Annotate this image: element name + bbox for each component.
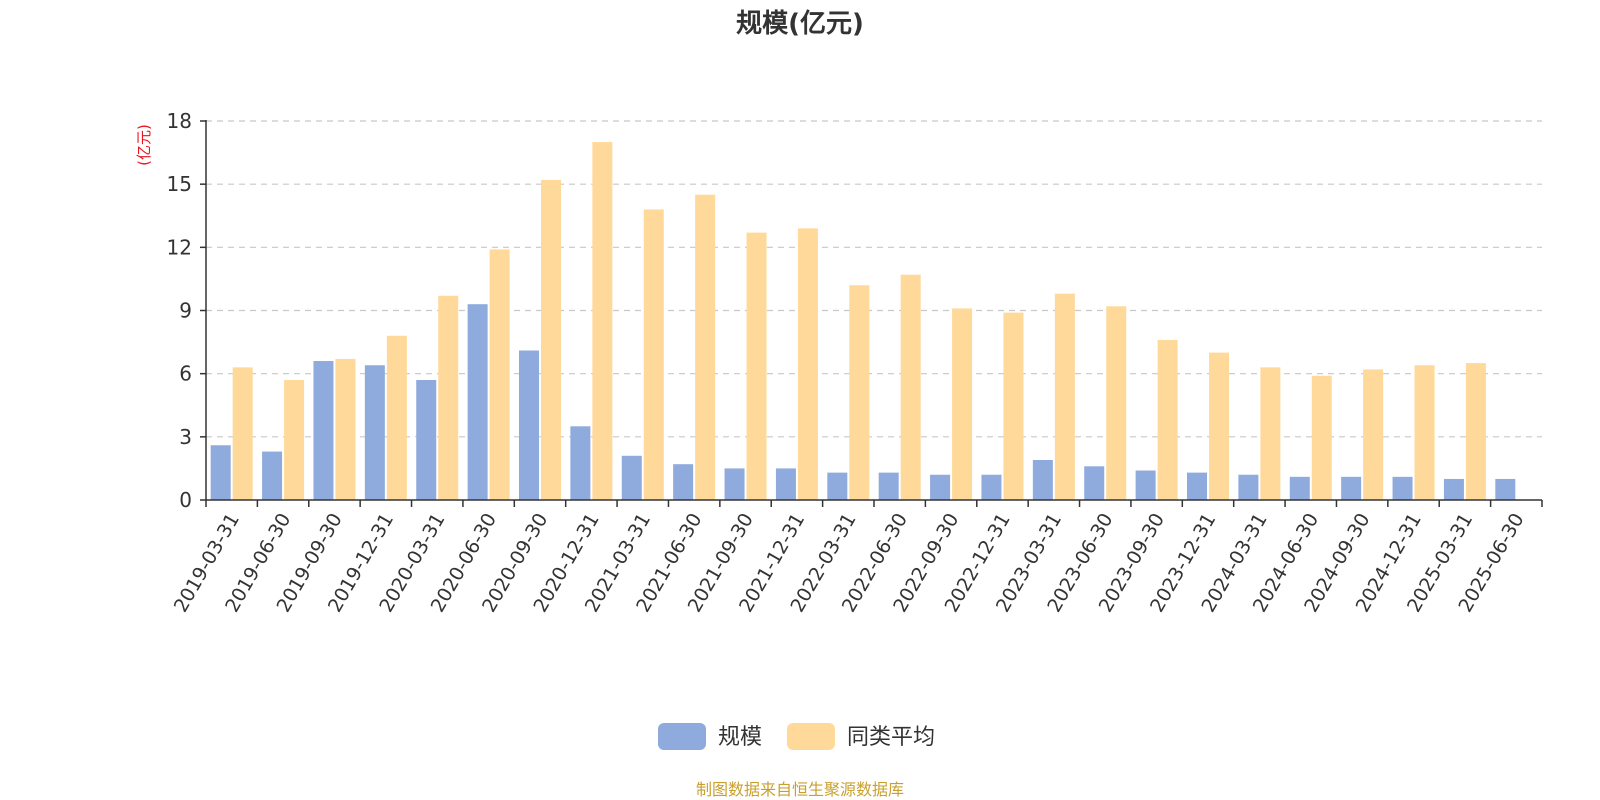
bar-scale-2020-09-30 [519, 350, 539, 500]
bar-scale-2024-03-31 [1238, 474, 1259, 500]
y-tick-label-12: 12 [167, 235, 192, 259]
bar-peer-average-2024-12-31 [1414, 365, 1435, 500]
bar-peer-average-2021-09-30 [746, 232, 767, 500]
bar-peer-average-2023-12-31 [1209, 352, 1229, 500]
y-tick-label-0: 0 [179, 488, 192, 512]
bar-scale-2022-03-31 [827, 472, 848, 500]
bar-scale-2025-06-30 [1495, 478, 1516, 500]
bar-scale-2023-12-31 [1187, 472, 1207, 500]
chart-title: 规模(亿元) [736, 9, 864, 39]
bar-peer-average-2024-09-30 [1363, 369, 1384, 500]
bar-scale-2024-12-31 [1392, 476, 1413, 500]
bar-scale-2021-09-30 [724, 468, 745, 500]
bar-scale-2019-06-30 [262, 451, 283, 500]
y-tick-labels: 0 3 6 9 12 15 18 [167, 109, 192, 512]
legend-swatch-scale [658, 723, 706, 750]
bar-peer-average-2020-03-31 [438, 295, 459, 500]
axes [200, 120, 1543, 507]
bar-scale-2023-03-31 [1032, 459, 1053, 500]
bar-peer-average-2019-12-31 [386, 335, 407, 500]
legend-swatch-peer-average [787, 723, 835, 750]
legend-label-scale: 规模 [718, 725, 762, 750]
bar-peer-average-2023-09-30 [1157, 339, 1178, 500]
bar-peer-average-2020-06-30 [489, 249, 510, 500]
bars [210, 142, 1516, 501]
y-tick-label-15: 15 [167, 172, 192, 196]
bar-peer-average-2023-03-31 [1054, 293, 1075, 500]
bar-peer-average-2021-12-31 [797, 228, 818, 500]
y-tick-label-9: 9 [179, 299, 192, 323]
bar-scale-2021-06-30 [673, 464, 694, 500]
y-tick-label-6: 6 [179, 362, 192, 386]
bar-peer-average-2021-03-31 [643, 209, 664, 500]
legend-label-peer-average: 同类平均 [847, 725, 935, 750]
bar-peer-average-2024-06-30 [1311, 375, 1332, 500]
bar-peer-average-2020-12-31 [592, 142, 613, 501]
bar-scale-2022-12-31 [981, 474, 1002, 500]
bar-scale-2022-09-30 [930, 474, 951, 500]
bar-peer-average-2019-09-30 [335, 358, 356, 500]
bar-scale-2019-09-30 [313, 361, 334, 500]
bar-scale-2021-12-31 [775, 468, 796, 500]
bar-peer-average-2022-12-31 [1003, 312, 1024, 500]
source-note: 制图数据来自恒生聚源数据库 [696, 780, 904, 799]
bar-peer-average-2019-03-31 [232, 367, 253, 500]
y-tick-label-18: 18 [167, 109, 192, 133]
bar-scale-2021-03-31 [621, 455, 642, 500]
bar-scale-2023-09-30 [1135, 470, 1156, 500]
bar-scale-2020-06-30 [467, 304, 488, 500]
x-tick-labels: 2019-03-312019-06-302019-09-302019-12-31… [170, 509, 1529, 616]
bar-peer-average-2024-03-31 [1260, 367, 1281, 500]
bar-scale-2025-03-31 [1443, 478, 1464, 500]
bar-peer-average-2019-06-30 [284, 379, 305, 500]
bar-scale-2024-09-30 [1341, 476, 1362, 500]
y-tick-label-3: 3 [179, 425, 192, 449]
bar-scale-2019-12-31 [364, 365, 385, 500]
bar-peer-average-2021-06-30 [695, 194, 716, 500]
bar-peer-average-2022-09-30 [952, 308, 973, 500]
bar-scale-2020-12-31 [570, 426, 591, 500]
bar-peer-average-2025-03-31 [1465, 363, 1486, 500]
legend: 规模 同类平均 [658, 723, 935, 750]
bar-peer-average-2020-09-30 [541, 179, 561, 500]
bar-peer-average-2023-06-30 [1106, 306, 1127, 500]
bar-scale-2023-06-30 [1084, 466, 1105, 500]
bar-scale-2019-03-31 [210, 445, 231, 500]
bar-peer-average-2022-06-30 [900, 274, 921, 500]
bar-scale-2022-06-30 [878, 472, 899, 500]
bar-peer-average-2022-03-31 [849, 285, 870, 500]
bar-scale-2020-03-31 [416, 379, 437, 500]
y-axis-unit-label: (亿元) [135, 124, 153, 166]
bar-scale-2024-06-30 [1289, 476, 1310, 500]
